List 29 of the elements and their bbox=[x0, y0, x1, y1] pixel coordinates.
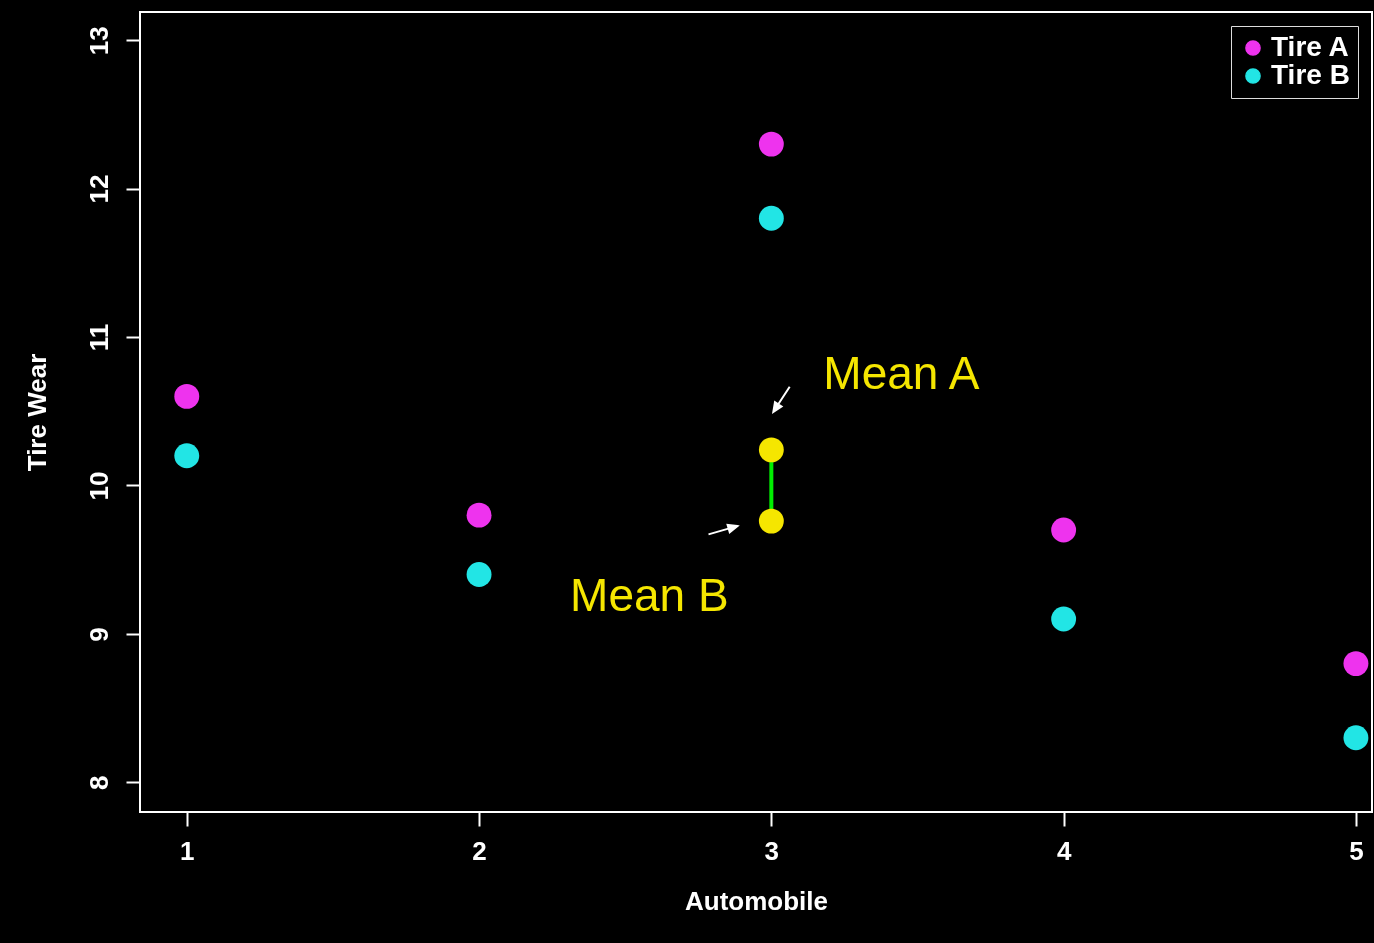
legend-label: Tire A bbox=[1271, 31, 1349, 62]
y-tick-label: 9 bbox=[83, 627, 114, 642]
point bbox=[758, 205, 784, 231]
point bbox=[174, 443, 200, 469]
annotation: Mean B bbox=[570, 569, 729, 622]
legend-label: Tire B bbox=[1271, 59, 1350, 90]
y-tick-label: 11 bbox=[83, 323, 114, 352]
x-tick-label: 5 bbox=[1349, 835, 1364, 866]
point bbox=[174, 383, 200, 409]
y-tick-label: 13 bbox=[83, 26, 114, 56]
point bbox=[466, 502, 492, 528]
y-tick-label: 8 bbox=[83, 775, 114, 791]
annotation: Mean A bbox=[823, 346, 980, 399]
x-axis-title: Automobile bbox=[685, 885, 828, 916]
point bbox=[1343, 725, 1369, 751]
point bbox=[1051, 517, 1077, 543]
point bbox=[758, 131, 784, 157]
x-tick-label: 2 bbox=[472, 835, 487, 866]
point bbox=[1343, 651, 1369, 676]
y-tick-label: 10 bbox=[83, 471, 114, 501]
point bbox=[758, 437, 784, 463]
y-tick-label: 12 bbox=[83, 174, 114, 204]
y-axis-title: Tire Wear bbox=[21, 353, 52, 472]
point bbox=[758, 508, 784, 534]
point bbox=[1051, 606, 1077, 632]
x-tick-label: 4 bbox=[1056, 835, 1072, 866]
point bbox=[466, 562, 492, 587]
x-tick-label: 3 bbox=[764, 835, 780, 866]
x-tick-label: 1 bbox=[180, 835, 195, 866]
